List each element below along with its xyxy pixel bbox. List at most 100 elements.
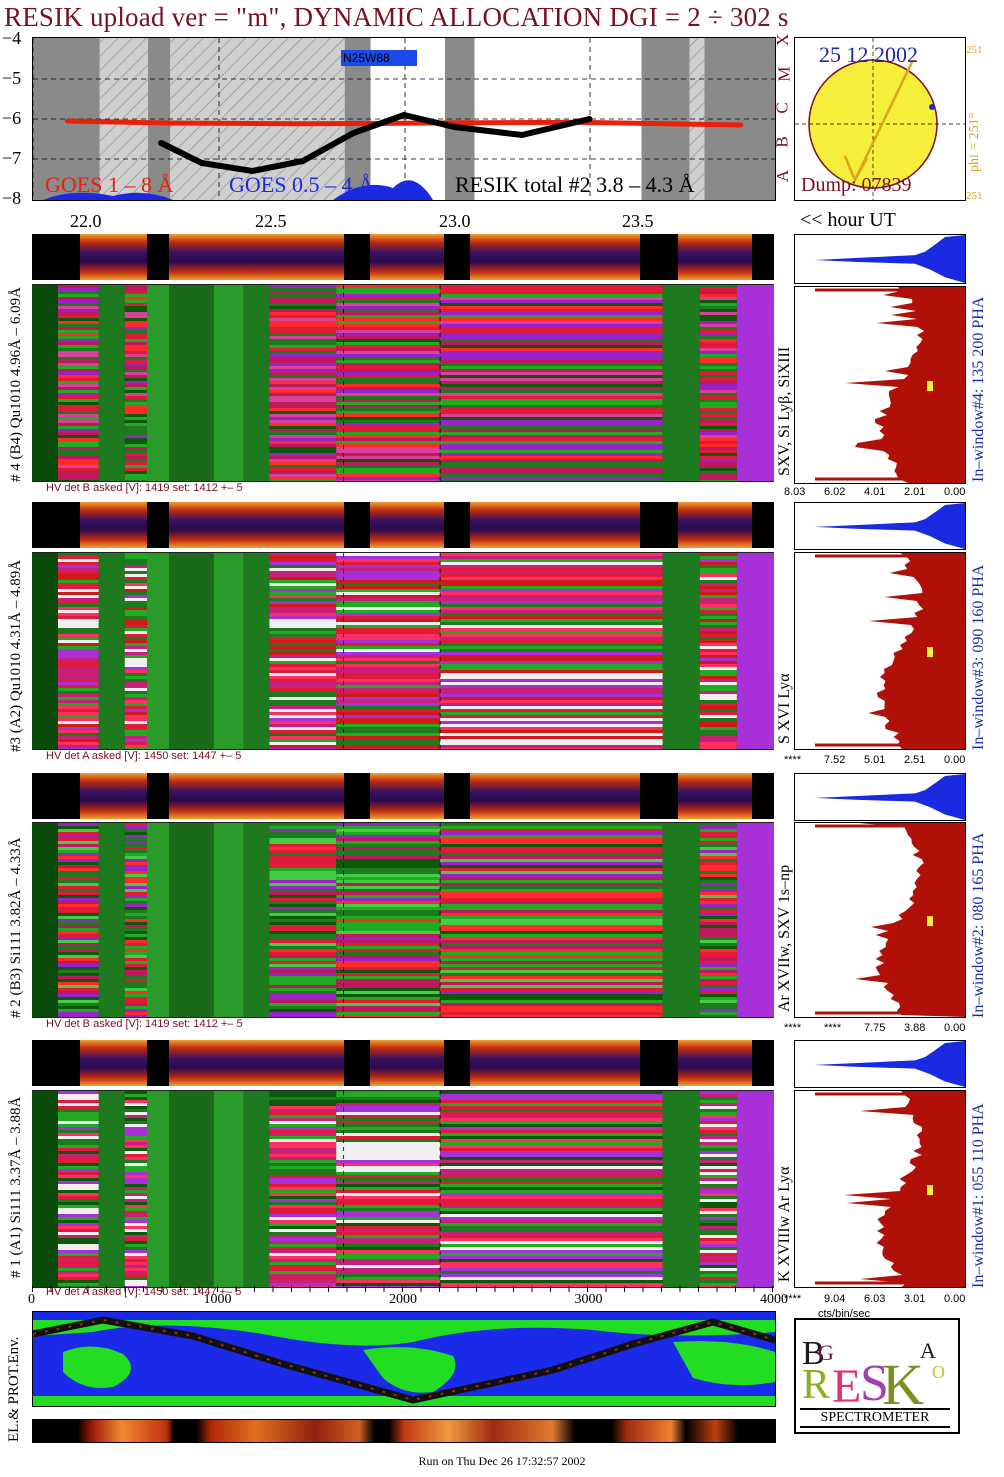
channel-1-spectrogram bbox=[32, 1090, 774, 1288]
channel-1-window-label: In–window#1: 055 110 PHA bbox=[970, 1103, 987, 1288]
series-point bbox=[300, 121, 305, 126]
goes-short-legend: GOES 0.5 – 4 Å bbox=[229, 172, 374, 197]
bin-tick: 3000 bbox=[574, 1292, 603, 1307]
channel-3-strip bbox=[32, 502, 774, 548]
goes-short-trace bbox=[43, 192, 173, 200]
data-gap bbox=[640, 773, 678, 819]
data-gap bbox=[32, 234, 81, 280]
flare-class-M: M bbox=[774, 66, 794, 82]
data-gap bbox=[640, 1040, 678, 1086]
goes-y-tick: −7 bbox=[2, 148, 22, 168]
phi-label: phi = 251° bbox=[967, 112, 982, 172]
channel-4-label: # 4 (B4) Qu1010 4.96Å – 6.09Å bbox=[8, 287, 24, 482]
logo-spectrometer: SPECTROMETER bbox=[800, 1408, 950, 1428]
channel-2-label: # 2 (B3) Si111 3.82Å – 4.33Å bbox=[8, 837, 24, 1018]
cts-label: cts/bin/sec bbox=[818, 1308, 870, 1320]
goes-short-trace bbox=[333, 180, 433, 200]
series-point bbox=[401, 112, 407, 118]
data-gap bbox=[147, 234, 170, 280]
world-map bbox=[33, 1316, 775, 1406]
data-gap bbox=[343, 773, 370, 819]
flare-class-A: A bbox=[773, 169, 793, 183]
time-tick: 22.5 bbox=[255, 211, 287, 231]
channel-4-pha-histogram bbox=[794, 234, 966, 284]
rate-scale-tick: 6.03 bbox=[864, 1293, 886, 1305]
logo-letter-a: A bbox=[920, 1338, 936, 1363]
rate-scale-tick: 0.00 bbox=[944, 486, 966, 498]
flare-class-C: C bbox=[772, 102, 792, 114]
saa-band bbox=[689, 38, 705, 200]
continent-americas bbox=[63, 1346, 131, 1388]
rate-scale-tick: 7.52 bbox=[824, 754, 846, 766]
data-gap bbox=[443, 1040, 470, 1086]
rate-scale-tick: 3.88 bbox=[904, 1022, 926, 1034]
satellite-dot bbox=[929, 104, 935, 110]
channel-1-rate-profile bbox=[794, 1090, 966, 1288]
rate-scale-tick: 0.00 bbox=[944, 1293, 966, 1305]
env-strip bbox=[32, 1419, 776, 1443]
channel-2-spectrogram bbox=[32, 822, 774, 1018]
logo-letter-g: G bbox=[818, 1340, 834, 1365]
channel-4-window-label: In–window#4: 135 200 PHA bbox=[970, 296, 987, 482]
channel-2-rate-profile bbox=[794, 822, 966, 1018]
spectrogram-image bbox=[32, 285, 774, 481]
logo-graphic: B G R E S K A O bbox=[798, 1322, 956, 1417]
particle-map bbox=[32, 1311, 776, 1407]
rate-scale-tick: 3.01 bbox=[904, 1293, 926, 1305]
channel-1-line-label: K XVIIIw Ar Lyα bbox=[776, 1166, 793, 1282]
rate-scale-tick: 2.51 bbox=[904, 754, 926, 766]
goes-y-tick: −4 bbox=[2, 28, 22, 48]
channel-3-window-label: In–window#3: 090 160 PHA bbox=[970, 564, 987, 750]
bin-tick: 0 bbox=[28, 1292, 35, 1307]
rate-scale-tick: 8.03 bbox=[784, 486, 806, 498]
pha-fill bbox=[815, 1041, 965, 1087]
phi-bottom-value: 251 bbox=[966, 190, 983, 202]
data-gap bbox=[443, 234, 470, 280]
series-point bbox=[451, 124, 458, 130]
logo-letter-r: R bbox=[802, 1362, 830, 1408]
rate-fill bbox=[855, 823, 965, 1017]
series-point bbox=[165, 121, 170, 125]
data-gap bbox=[147, 502, 170, 548]
data-gap bbox=[640, 234, 678, 280]
time-unit-label: << hour UT bbox=[800, 209, 896, 231]
rate-fill bbox=[845, 287, 965, 483]
channel-3-spectrogram bbox=[32, 552, 774, 750]
rate-scale-tick: 6.02 bbox=[824, 486, 846, 498]
phi-top-value: 251 bbox=[966, 44, 983, 56]
time-tick: 22.0 bbox=[70, 211, 102, 231]
series-point bbox=[299, 158, 306, 164]
channel-2-window-label: In–window#2: 080 165 PHA bbox=[970, 832, 987, 1018]
series-point bbox=[249, 168, 256, 174]
page-title: RESIK upload ver = "m", DYNAMIC ALLOCATI… bbox=[4, 2, 789, 32]
sun-orbit-diagram bbox=[795, 38, 965, 200]
series-point bbox=[739, 123, 744, 127]
rate-scale-tick: **** bbox=[784, 1022, 802, 1034]
data-gap bbox=[751, 234, 774, 280]
bin-axis-ticks bbox=[32, 1286, 774, 1292]
flare-class-X: X bbox=[773, 33, 793, 47]
channel-4-spectrogram bbox=[32, 284, 774, 482]
channel-1-pha-histogram bbox=[794, 1040, 966, 1088]
rate-scale-tick: 0.00 bbox=[944, 754, 966, 766]
data-gap bbox=[32, 1040, 81, 1086]
bin-tick: 1000 bbox=[203, 1292, 232, 1307]
pha-fill bbox=[815, 774, 965, 820]
rate-scale-tick: **** bbox=[784, 754, 802, 766]
channel-4-rate-profile bbox=[794, 286, 966, 484]
data-gap bbox=[751, 1040, 774, 1086]
map-label: EL.& PROT.Env. bbox=[6, 1336, 22, 1442]
channel-2-line-label: Ar XVIIw, SXV 1s–np bbox=[776, 864, 793, 1012]
rate-scale-tick: **** bbox=[784, 1293, 802, 1305]
data-gap bbox=[640, 502, 678, 548]
rate-fill bbox=[843, 1091, 965, 1287]
data-gap bbox=[751, 773, 774, 819]
continent-asia bbox=[673, 1341, 775, 1386]
channel-1-strip bbox=[32, 1040, 774, 1086]
series-point bbox=[158, 140, 165, 146]
data-gap bbox=[32, 773, 81, 819]
goes-y-tick: −8 bbox=[2, 188, 22, 208]
continent-africa bbox=[363, 1347, 456, 1393]
region-box: N25W88 bbox=[341, 50, 417, 66]
rate-fill bbox=[868, 553, 965, 749]
